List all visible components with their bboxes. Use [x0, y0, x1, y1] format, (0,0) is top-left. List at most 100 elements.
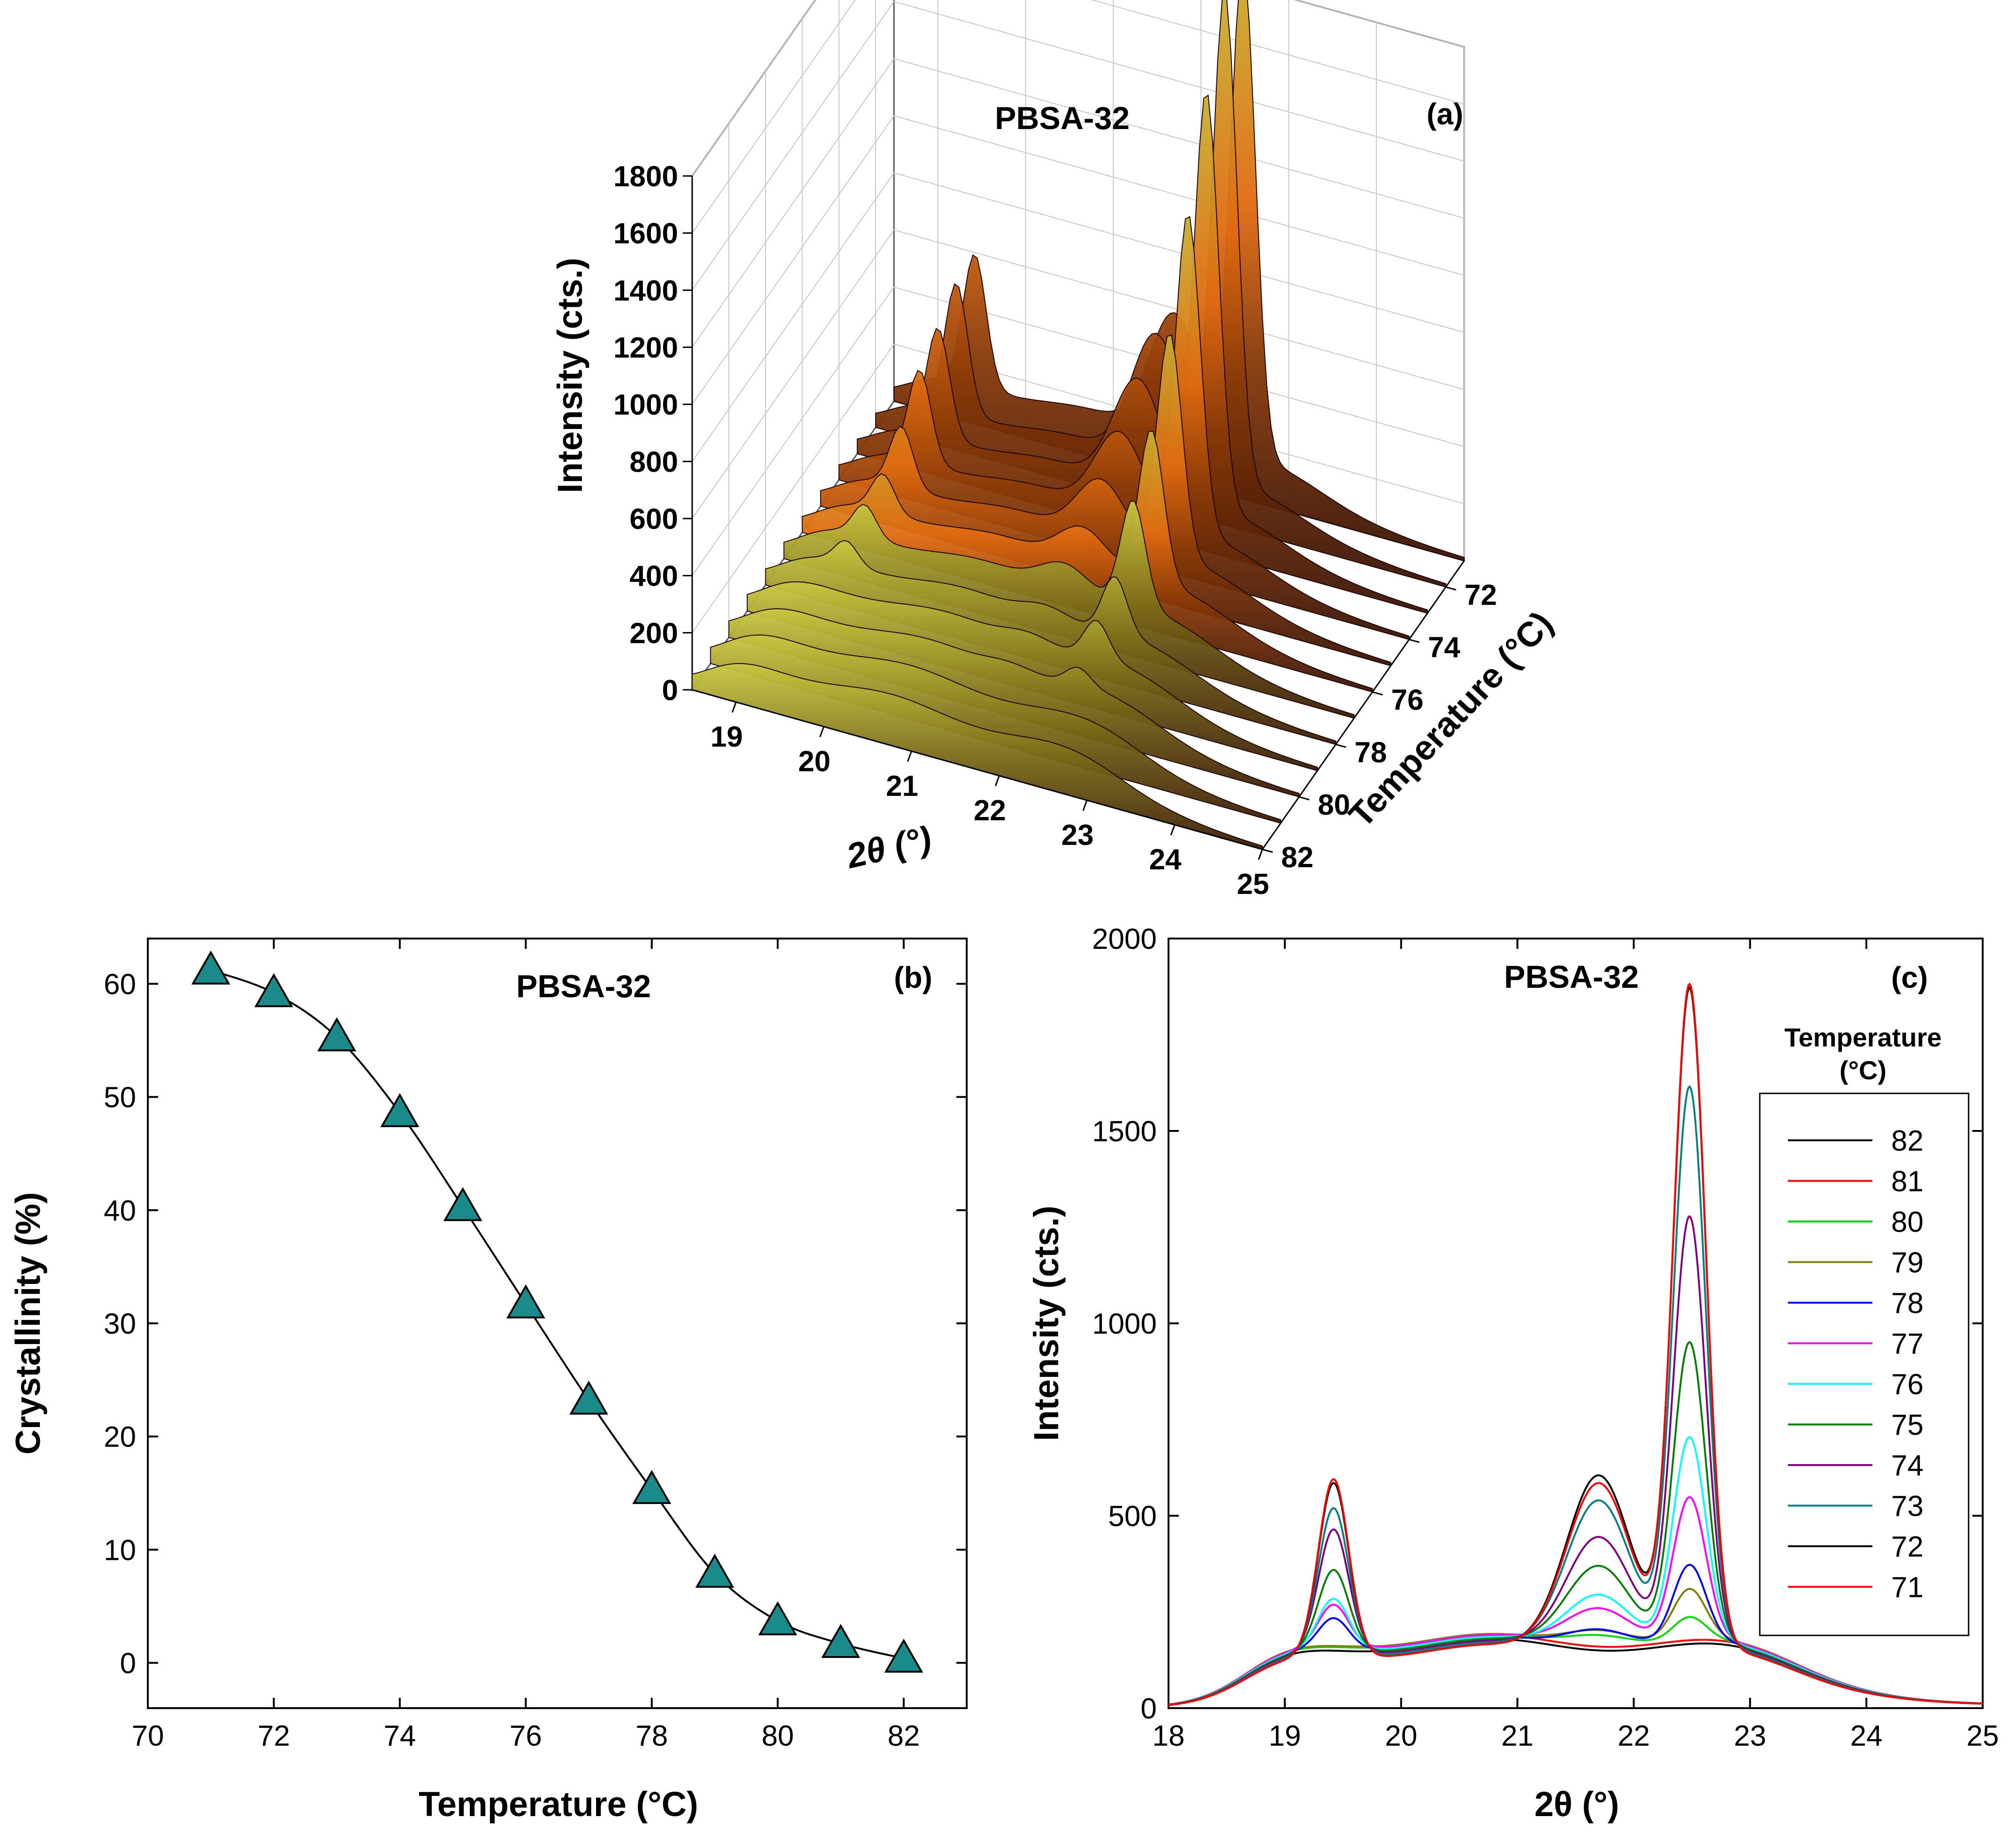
panel-c-legend-label: 76 [1891, 1368, 1924, 1401]
panel-b-data-point [821, 1624, 860, 1658]
panel-c-lines [1168, 982, 1983, 1706]
panel-c: 18 19 20 21 22 23 24 25 0 500 1000 1500 2000 PBSA-32… [1027, 923, 1999, 1824]
panel-b-y-tick-label: 60 [104, 968, 136, 1000]
panel-a-z-tick-label: 200 [630, 617, 678, 649]
panel-b-x-tick-label: 80 [762, 1720, 794, 1752]
panel-c-x-tick-label: 21 [1501, 1720, 1534, 1752]
panel-a-grid-line [692, 172, 1465, 462]
panel-c-series-line [1168, 1634, 1983, 1706]
panel-a-ticks: 0 200 400 600 800 1000 1200 1400 1600 1800 19 20 21 2… [613, 160, 1497, 901]
panel-b-x-axis-label: Temperature (°C) [419, 1785, 698, 1824]
panel-a-x-tick-label: 21 [886, 770, 918, 802]
panel-a-x-tick-label: 23 [1061, 819, 1094, 851]
panel-b-x-tick-label: 82 [887, 1720, 920, 1752]
panel-a-surface-strip [820, 335, 1391, 666]
panel-b-x-tick-label: 78 [635, 1720, 668, 1752]
panel-a-y-tick [1298, 796, 1310, 801]
panel-b-data-point [506, 1284, 545, 1319]
panel-b-points [191, 950, 924, 1673]
panel-c-x-tick-label: 19 [1268, 1720, 1301, 1752]
panel-c-legend-label: 71 [1891, 1572, 1924, 1604]
panel-b-x-tick-label: 70 [132, 1720, 164, 1752]
panel-b-y-tick-label: 40 [104, 1195, 136, 1227]
panel-b-x-tick-label: 76 [510, 1720, 542, 1752]
panel-b-data-point [758, 1601, 797, 1635]
panel-c-legend-label: 75 [1891, 1409, 1924, 1442]
panel-c-y-tick-label: 0 [1141, 1693, 1157, 1725]
panel-a-title: PBSA-32 [995, 100, 1130, 136]
panel-a-grid-line [692, 229, 1465, 519]
panel-c-x-tick-label: 24 [1850, 1720, 1883, 1752]
panel-a: 0 200 400 600 800 1000 1200 1400 1600 1800 19 20 21 2… [550, 0, 1560, 901]
panel-a-grid-line [692, 58, 1465, 348]
panel-a-y-tick-label: 78 [1354, 736, 1387, 769]
panel-a-y-tick-label: 76 [1391, 684, 1424, 717]
panel-c-legend-label: 80 [1891, 1206, 1924, 1238]
panel-a-y-tick [1262, 848, 1273, 853]
panel-a-y-tick-label: 80 [1318, 789, 1350, 821]
panel-b-title: PBSA-32 [516, 969, 651, 1004]
panel-a-x-tick [994, 775, 1000, 786]
panel-c-legend-label: 74 [1891, 1450, 1924, 1482]
panel-a-x-tick-label: 25 [1237, 868, 1269, 901]
panel-c-x-tick-label: 23 [1734, 1720, 1766, 1752]
panel-c-legend-label: 72 [1891, 1531, 1924, 1563]
panel-c-title: PBSA-32 [1504, 959, 1639, 995]
panel-b-y-tick-label: 0 [120, 1648, 136, 1680]
panel-c-legend-label: 82 [1891, 1125, 1924, 1157]
panel-c-legend-label: 77 [1891, 1328, 1924, 1360]
panel-b-data-point [254, 973, 293, 1008]
panel-a-x-tick-label: 24 [1149, 844, 1182, 876]
panel-b-ticks: 70 72 74 76 78 80 82 0 10 20 30 40 50 60 [104, 939, 967, 1752]
panel-c-legend-title-line2: (°C) [1840, 1055, 1886, 1085]
panel-a-y-tick [1445, 586, 1457, 591]
panel-c-x-tick-label: 22 [1618, 1720, 1650, 1752]
panel-a-y-tick-label: 72 [1465, 579, 1497, 611]
panel-a-x-tick [1170, 825, 1176, 836]
panel-c-legend-label: 73 [1891, 1490, 1924, 1523]
panel-c-legend: 82 81 80 79 78 77 76 75 74 73 72 71 [1788, 1125, 1924, 1604]
panel-a-surface [692, 0, 1465, 850]
panel-c-y-tick-label: 1500 [1092, 1115, 1157, 1148]
panel-c-legend-box [1759, 1092, 1970, 1636]
panel-a-z-tick-label: 600 [630, 503, 678, 535]
panel-b-data-point [569, 1380, 609, 1415]
panel-a-surface-strip [802, 430, 1373, 693]
panel-c-x-tick-label: 20 [1385, 1720, 1417, 1752]
panel-a-z-tick-label: 1800 [613, 160, 678, 193]
panel-c-y-axis-label: Intensity (cts.) [1027, 1206, 1066, 1441]
panel-b-label: (b) [894, 961, 932, 994]
panel-a-x-tick [907, 751, 912, 762]
panel-a-x-tick-label: 22 [974, 794, 1006, 827]
panel-a-grid-line [692, 1, 1465, 290]
panel-a-x-tick [819, 726, 825, 737]
panel-a-surface-strip [692, 663, 1263, 850]
panel-a-grid-line [692, 115, 1465, 405]
panel-b-data-point [380, 1093, 420, 1127]
panel-b-data-point [443, 1187, 482, 1222]
panel-b-data-point [632, 1470, 672, 1504]
panel-b-frame [147, 938, 968, 1709]
panel-c-legend-title-line1: Temperature [1784, 1023, 1941, 1052]
panel-a-x-tick-label: 19 [710, 721, 743, 753]
panel-a-x-axis-label: 2θ (°) [842, 818, 935, 876]
panel-b-y-tick-label: 20 [104, 1421, 136, 1453]
panel-b-data-point [695, 1553, 734, 1588]
panel-b-x-tick-label: 72 [258, 1720, 290, 1752]
panel-a-x-tick [732, 702, 737, 713]
panel-a-y-tick [1372, 691, 1383, 695]
panel-a-y-tick [1409, 639, 1420, 643]
panel-c-y-tick-label: 500 [1108, 1500, 1157, 1533]
panel-a-x-tick [1082, 800, 1088, 811]
panel-c-label: (c) [1891, 961, 1928, 994]
panel-c-x-tick-label: 18 [1153, 1720, 1185, 1752]
panel-c-legend-label: 78 [1891, 1287, 1924, 1320]
panel-a-z-tick-label: 800 [630, 446, 678, 478]
panel-a-z-tick-label: 1600 [613, 218, 678, 250]
panel-a-x-tick [1258, 849, 1263, 860]
panel-c-x-axis-label: 2θ (°) [1535, 1785, 1619, 1824]
panel-a-z-tick-label: 1000 [613, 389, 678, 421]
panel-a-y-tick [1335, 743, 1346, 748]
panel-c-legend-label: 79 [1891, 1247, 1924, 1279]
